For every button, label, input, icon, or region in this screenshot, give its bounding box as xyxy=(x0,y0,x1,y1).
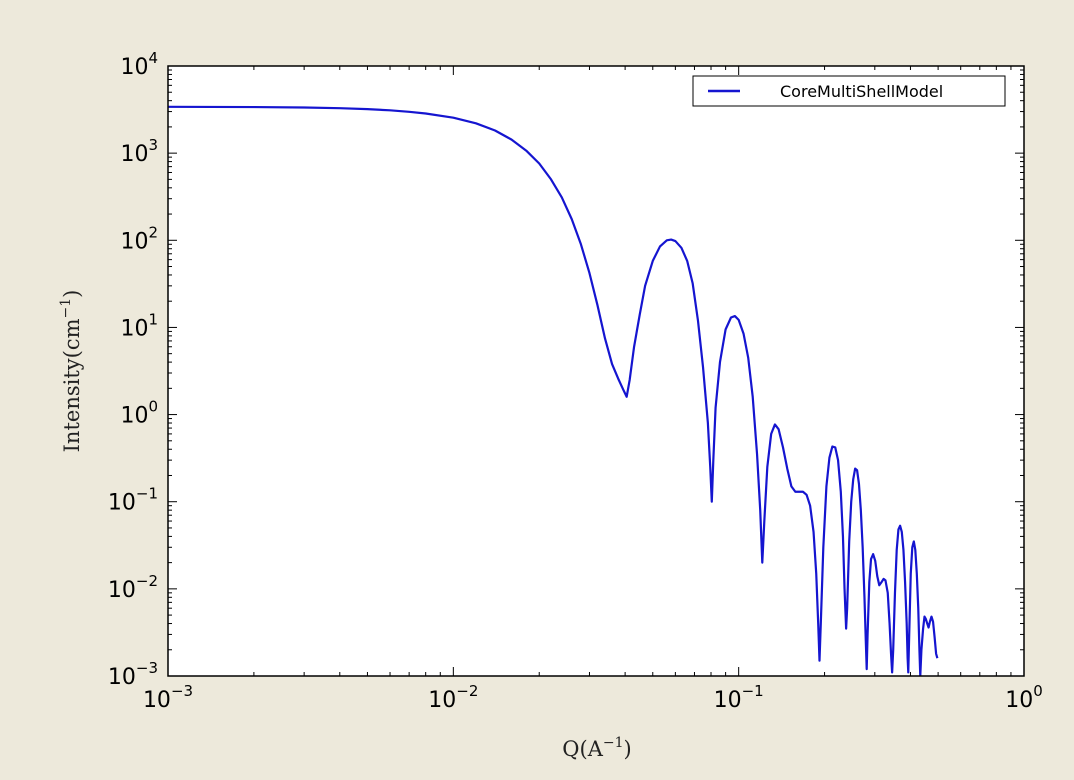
y-tick-label: 10−2 xyxy=(108,572,158,603)
y-tick-label: 10−3 xyxy=(108,659,158,690)
x-tick-labels: 10−3 10−2 10−1 100 xyxy=(143,682,1043,713)
plot-area xyxy=(168,66,1024,676)
y-tick-label: 104 xyxy=(120,49,158,80)
series-layer xyxy=(168,105,939,676)
plot-frame xyxy=(167,65,1025,677)
y-tick-label: 101 xyxy=(120,310,158,341)
x-tick-label: 10−3 xyxy=(143,682,193,713)
x-tick-label: 10−1 xyxy=(714,682,764,713)
x-axis-label: Q(A−1) xyxy=(562,735,631,761)
y-tick-label: 103 xyxy=(120,136,158,167)
y-tick-labels: 10−3 10−2 10−1 100 101 102 103 104 xyxy=(108,49,158,690)
series-line-CoreMultiShellModel xyxy=(168,105,939,676)
y-tick-label: 102 xyxy=(120,223,158,254)
x-tick-label: 10−2 xyxy=(428,682,478,713)
y-tick-label: 100 xyxy=(120,398,158,429)
y-axis-label: Intensity(cm−1) xyxy=(58,290,84,453)
legend-entry-label: CoreMultiShellModel xyxy=(780,82,943,101)
legend-box xyxy=(692,75,1006,107)
legend: CoreMultiShellModel xyxy=(692,75,1006,107)
y-tick-label: 10−1 xyxy=(108,485,158,516)
x-tick-label: 100 xyxy=(1005,682,1043,713)
